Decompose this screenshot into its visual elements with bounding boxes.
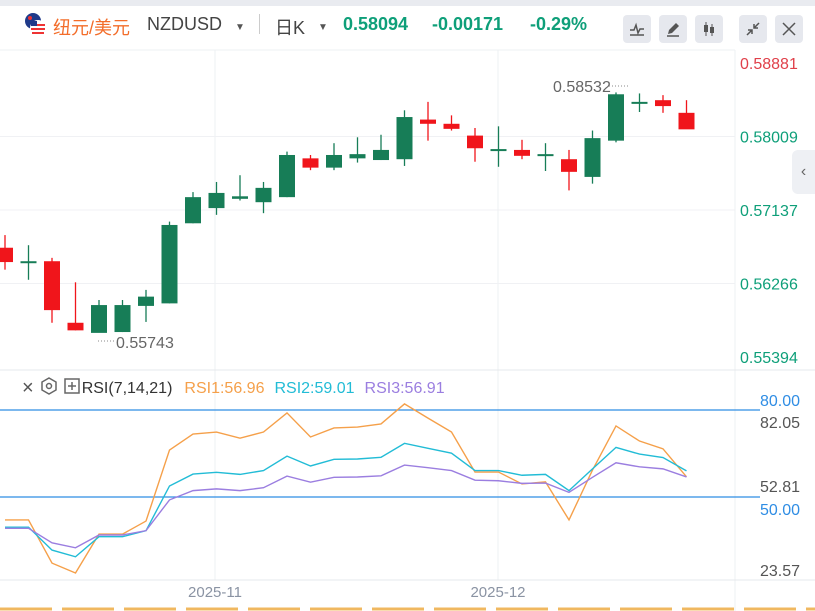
candle-down — [67, 322, 84, 331]
nz-us-flag-icon — [25, 13, 46, 36]
candle-up — [138, 296, 154, 306]
low-annotation: 0.55743 — [116, 335, 174, 352]
symbol-selector[interactable]: NZDUSD — [147, 14, 222, 34]
divider — [259, 14, 260, 34]
candle-up — [608, 94, 624, 141]
candle-down — [44, 261, 60, 311]
pair-name[interactable]: 纽元/美元 — [53, 18, 131, 38]
rsi-axis-label: 23.57 — [760, 563, 800, 580]
collapse-icon[interactable] — [739, 15, 767, 43]
period-selector[interactable]: 日K — [275, 18, 306, 38]
close-icon[interactable] — [775, 15, 803, 43]
close-indicator-icon[interactable]: × — [22, 377, 34, 399]
rsi-axis-label: 50.00 — [760, 502, 800, 519]
candle-up — [537, 154, 554, 157]
candle-up — [185, 197, 201, 224]
candle-up — [232, 196, 248, 199]
chevron-down-icon[interactable]: ▼ — [235, 22, 245, 33]
settings-icon[interactable] — [40, 377, 58, 400]
indicator-icon[interactable] — [623, 15, 651, 43]
candle-up — [279, 154, 295, 198]
high-annotation: 0.58532 — [553, 79, 611, 96]
x-axis-label: 2025-11 — [188, 584, 242, 601]
candle-up — [91, 305, 107, 333]
candle-down — [561, 159, 577, 172]
candle-up — [255, 187, 272, 203]
candlestick-icon[interactable] — [695, 15, 723, 43]
price-axis-label: 0.57137 — [740, 203, 798, 220]
x-axis-label: 2025-12 — [470, 584, 525, 601]
candle-down — [0, 247, 13, 263]
candle-down — [302, 158, 319, 168]
price-axis-label: 0.55394 — [740, 350, 798, 367]
candle-down — [443, 123, 460, 129]
rsi-axis-label: 82.05 — [760, 415, 800, 432]
rsi-axis-label: 52.81 — [760, 479, 800, 496]
candle-up — [490, 149, 507, 152]
candle-up — [114, 305, 131, 333]
side-panel-toggle[interactable]: ‹ — [792, 150, 815, 194]
rsi1-line — [5, 403, 688, 574]
candle-up — [373, 149, 389, 161]
add-indicator-icon[interactable] — [63, 378, 80, 399]
candle-down — [514, 149, 530, 156]
rsi3-line — [5, 462, 687, 549]
candle-up — [20, 261, 37, 264]
candle-up — [396, 117, 413, 160]
candle-down — [467, 135, 483, 149]
candle-up — [584, 138, 601, 177]
rsi-header: × RSI(7,14,21) RSI1:56.96 RSI2:59.01 RSI… — [22, 377, 445, 400]
rsi-title: RSI(7,14,21) — [81, 379, 173, 397]
price-change-pct: -0.29% — [530, 14, 588, 34]
rsi2-value: RSI2:59.01 — [274, 379, 355, 397]
top-strip — [0, 0, 815, 6]
rsi3-value: RSI3:56.91 — [364, 379, 445, 397]
candle-up — [161, 224, 178, 304]
candle-up — [631, 101, 648, 104]
candle-down — [420, 119, 436, 124]
price-axis-label: 0.58009 — [740, 130, 798, 147]
rsi-axis-label: 80.00 — [760, 393, 800, 410]
candle-up — [326, 154, 342, 168]
chevron-down-icon[interactable]: ▼ — [318, 22, 328, 33]
rsi2-line — [5, 442, 687, 558]
price-change: -0.00171 — [432, 14, 504, 34]
candle-down — [678, 112, 695, 130]
rsi1-value: RSI1:56.96 — [184, 379, 265, 397]
price-axis-label: 0.56266 — [740, 276, 798, 293]
last-price: 0.58094 — [343, 14, 409, 34]
candle-up — [208, 192, 225, 209]
candle-down — [655, 100, 671, 107]
pencil-icon[interactable] — [659, 15, 687, 43]
candle-up — [349, 154, 366, 159]
price-axis-label: 0.58881 — [740, 56, 798, 73]
